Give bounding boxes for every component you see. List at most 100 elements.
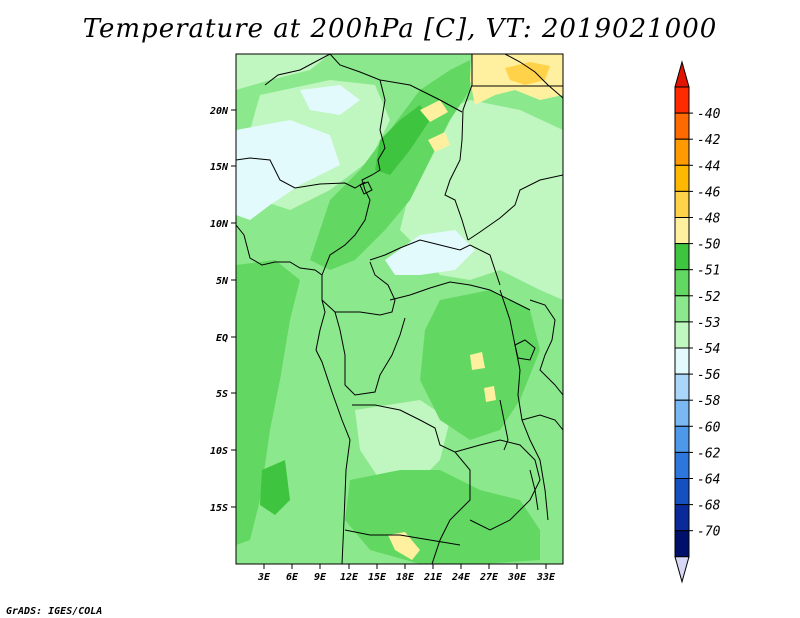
temperature-field-warm-ne2 <box>505 62 550 85</box>
legend-label: -44 <box>697 159 720 174</box>
lon-tick-label: 3E <box>257 572 271 583</box>
legend-label: -60 <box>697 420 721 435</box>
legend-swatch <box>674 347 690 375</box>
temperature-field-cyan-west <box>236 120 340 220</box>
border-cameroon <box>321 261 396 316</box>
lon-tick-label: 30E <box>507 572 527 583</box>
legend-swatch <box>674 295 690 323</box>
legend-swatch <box>674 243 690 271</box>
lat-tick-label: 10N <box>210 219 229 230</box>
legend-label: -40 <box>697 107 721 122</box>
temperature-field-cyan-north <box>300 85 360 115</box>
temperature-field-warm-e <box>388 532 420 560</box>
temperature-field-light-south <box>355 400 450 490</box>
temperature-field-light-north <box>236 54 330 90</box>
longitude-axis: 3E 6E 9E 12E 15E 18E 21E 24E 27E 30E 33E <box>257 564 556 583</box>
legend-swatch <box>674 504 690 532</box>
legend-label: -42 <box>697 133 721 148</box>
color-legend: -40 -42 -44 -46 -48 -50 -51 -52 -53 -54 -56 -58 -60 -… <box>674 60 721 584</box>
legend-label: -46 <box>697 185 721 200</box>
border-angola-namibia <box>344 529 461 546</box>
legend-swatch <box>674 478 690 506</box>
border-east-lakes <box>499 289 549 521</box>
legend-label: -50 <box>697 238 721 253</box>
border-tanzania <box>521 414 563 431</box>
lon-tick-label: 9E <box>314 572 327 583</box>
border-car <box>369 239 501 286</box>
border-niger-mali <box>264 54 331 86</box>
lake-malawi <box>529 469 539 511</box>
lon-tick-label: 21E <box>423 572 443 583</box>
border-ethiopia <box>467 174 563 241</box>
legend-swatch <box>674 399 690 427</box>
legend-swatch <box>674 425 690 453</box>
lake-chad <box>359 181 373 195</box>
lat-tick-label: 10S <box>210 446 228 457</box>
lon-tick-label: 24E <box>451 572 471 583</box>
legend-bottom-arrow <box>674 556 690 584</box>
lon-tick-label: 27E <box>479 572 499 583</box>
legend-swatch <box>674 217 690 245</box>
border-nigeria-chad <box>321 79 386 276</box>
map-frame-content <box>236 54 563 564</box>
border-car-south <box>389 281 531 311</box>
lat-tick-label: 5S <box>216 389 228 400</box>
map-frame <box>235 53 564 565</box>
legend-swatch <box>674 112 690 140</box>
temperature-field-warm-a <box>420 100 448 122</box>
legend-label: -58 <box>697 394 721 409</box>
latitude-axis: 20N 15N 10N 5N EQ 5S 10S 15S <box>209 106 236 514</box>
legend-swatch <box>674 373 690 401</box>
legend-top-arrow <box>674 60 690 88</box>
lon-tick-label: 18E <box>396 572 415 583</box>
coastline-west-africa <box>236 224 351 564</box>
lake-tanganyika <box>499 399 509 451</box>
legend-swatch <box>674 451 690 479</box>
footer-text: GrADS: IGES/COLA <box>6 606 102 617</box>
legend-label: -56 <box>697 368 721 383</box>
lat-tick-label: 20N <box>209 106 229 117</box>
temperature-field-warm-c <box>470 352 485 370</box>
temperature-field-warm-b <box>428 132 450 152</box>
lat-tick-label: EQ <box>216 333 228 344</box>
lake-victoria <box>514 339 536 361</box>
temperature-field-cyan-center <box>385 230 475 275</box>
border-libya-egypt <box>329 54 463 113</box>
legend-swatch <box>674 269 690 297</box>
legend-label: -62 <box>697 446 721 461</box>
legend-label: -70 <box>697 525 721 540</box>
country-borders <box>236 54 563 564</box>
lon-tick-label: 15E <box>368 572 387 583</box>
lat-tick-label: 15N <box>210 162 229 173</box>
legend-label: -51 <box>697 264 720 279</box>
legend-label: -68 <box>697 499 721 514</box>
legend-label: -64 <box>697 473 720 488</box>
temperature-field-dark-east <box>375 105 430 175</box>
border-zambia <box>454 439 541 531</box>
lon-tick-label: 6E <box>286 572 299 583</box>
legend-swatch <box>674 190 690 218</box>
border-drc-angola <box>352 404 471 564</box>
border-chad-sudan <box>444 54 473 241</box>
temperature-field-dark-sw <box>260 460 290 515</box>
legend-swatch <box>674 138 690 166</box>
border-sahel-north <box>236 157 366 189</box>
legend-swatch <box>674 530 690 558</box>
temperature-field-dark-coast <box>236 260 300 545</box>
border-uganda-kenya <box>529 299 563 396</box>
chart-title: Temperature at 200hPa [C], VT: 201902100… <box>82 14 718 44</box>
lat-tick-label: 15S <box>210 503 228 514</box>
legend-label: -48 <box>697 212 721 227</box>
legend-label: -54 <box>697 342 720 357</box>
lat-tick-label: 5N <box>216 276 229 287</box>
legend-swatch <box>674 164 690 192</box>
legend-swatch <box>674 86 690 114</box>
border-congo <box>334 311 406 396</box>
red-sea-coast <box>504 54 563 99</box>
legend-label: -53 <box>697 316 720 331</box>
legend-label: -52 <box>697 290 721 305</box>
lon-tick-label: 12E <box>340 572 359 583</box>
lon-tick-label: 33E <box>536 572 556 583</box>
legend-swatch <box>674 321 690 349</box>
